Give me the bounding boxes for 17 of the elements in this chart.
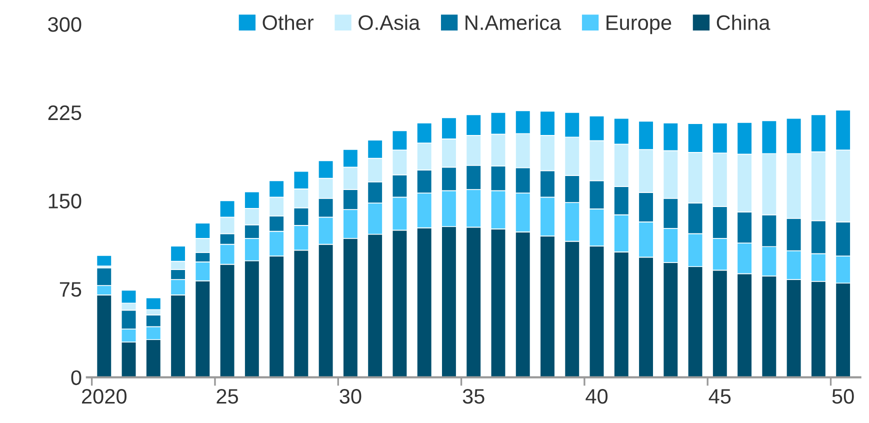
legend-label: N.America [466,14,562,30]
y-tick-label: 75 [60,282,82,297]
x-tick-label: 45 [708,389,731,404]
x-tick-label: 30 [340,388,362,404]
y-tick-label: 0 [71,370,82,386]
y-tick-label: 225 [48,105,82,120]
y-tick-label: 150 [48,194,82,208]
legend-label: Other [262,14,314,30]
x-tick-label: 50 [832,388,854,404]
x-tick-label: 40 [586,388,608,404]
x-tick-label: 2020 [82,388,126,404]
legend-label: China [716,14,770,30]
legend-label: Europe [606,15,672,34]
x-tick-label: 35 [462,388,484,404]
legend-label: O.Asia [358,14,420,30]
y-tick-label: 300 [48,17,82,32]
x-tick-label: 25 [216,388,238,404]
